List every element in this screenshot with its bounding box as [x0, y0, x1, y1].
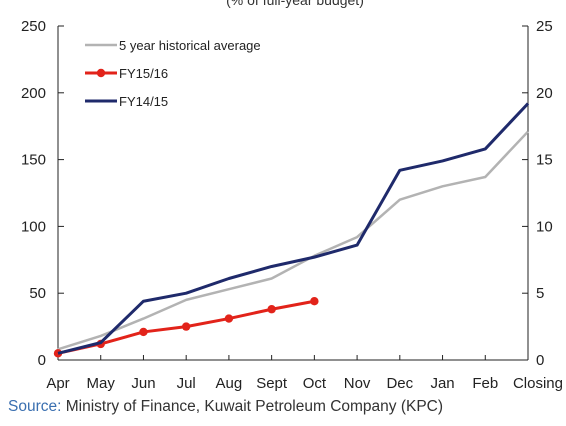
series-point-fy15-16	[267, 305, 276, 314]
x-tick-label: May	[87, 375, 116, 392]
y-right-tick-label: 20	[536, 85, 553, 102]
y-right-tick-label: 25	[536, 18, 553, 35]
source-label: Source:	[8, 398, 62, 415]
axes: 0 50 100 150 200 250 0 5 10 15 20 25 Apr May Jun Jul Aug…	[21, 18, 563, 392]
series-layer	[53, 102, 530, 358]
y-right-tick-label: 15	[536, 152, 553, 169]
series-point-fy15-16	[310, 297, 319, 306]
y-left-tick-label: 100	[21, 218, 46, 235]
x-tick-label: Sept	[256, 375, 288, 392]
source-text: Ministry of Finance, Kuwait Petroleum Co…	[65, 398, 444, 415]
x-tick-label: Dec	[386, 375, 413, 392]
source-note: Source: Ministry of Finance, Kuwait Petr…	[8, 398, 443, 416]
legend-label-5-year-historical-average: 5 year historical average	[119, 38, 261, 53]
x-tick-label: Nov	[344, 375, 371, 392]
x-tick-label: Closing	[513, 375, 563, 392]
series-point-fy15-16	[224, 314, 234, 323]
legend-label-fy15-16: FY15/16	[119, 66, 168, 81]
legend-label-fy14-15: FY14/15	[119, 94, 168, 109]
series-line-5-year-historical-average	[57, 130, 529, 351]
y-right-tick-label: 10	[536, 218, 553, 235]
chart-subtitle: (% of full-year budget)	[226, 0, 364, 8]
y-left-tick-label: 200	[21, 85, 46, 102]
x-tick-label: Jun	[131, 375, 155, 392]
x-tick-label: Jan	[430, 375, 454, 392]
y-right-tick-label: 5	[536, 285, 544, 302]
series-line-fy14-15	[57, 102, 530, 355]
series-point-fy15-16	[181, 322, 191, 331]
x-tick-label: Apr	[46, 375, 69, 392]
series-point-fy15-16	[139, 327, 148, 337]
y-right-tick-label: 0	[536, 352, 544, 369]
legend: 5 year historical average FY15/16 FY14/15	[85, 38, 261, 109]
x-tick-label: Oct	[303, 375, 327, 392]
y-left-tick-label: 250	[21, 18, 46, 35]
y-left-tick-label: 150	[21, 152, 46, 169]
x-tick-label: Aug	[216, 375, 243, 392]
x-tick-label: Jul	[177, 375, 196, 392]
y-left-tick-label: 0	[38, 352, 46, 369]
legend-marker-fy15-16	[96, 68, 106, 78]
x-tick-label: Feb	[472, 375, 498, 392]
y-left-tick-label: 50	[29, 285, 46, 302]
